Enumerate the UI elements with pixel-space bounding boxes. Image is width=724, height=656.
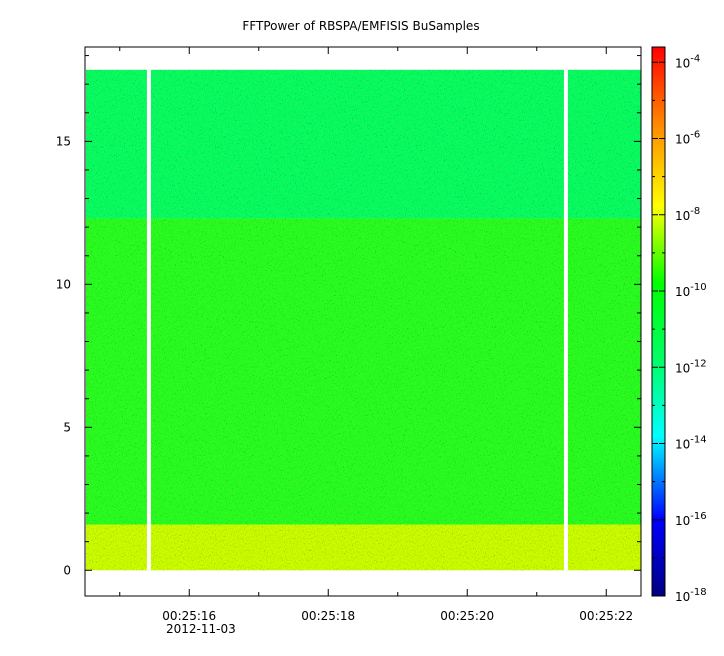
x-tick-label: 00:25:20 <box>440 609 494 623</box>
colorbar-axis: 10-18 10-16 10-14 10-12 10-10 10-8 10-6 10-4 <box>652 53 707 604</box>
plot-frame <box>84 46 642 597</box>
colorbar-tick-label: 10-18 <box>675 587 707 604</box>
colorbar <box>651 46 666 597</box>
colorbar-tick-label: 10-8 <box>675 206 700 223</box>
y-axis: 0 5 10 15 <box>56 55 641 577</box>
y-tick-label: 0 <box>63 563 71 577</box>
colorbar-tick-label: 10-16 <box>675 511 707 528</box>
x-date-label: 2012-11-03 <box>166 622 236 636</box>
colorbar-tick-label: 10-14 <box>675 435 707 452</box>
colorbar-tick-label: 10-10 <box>675 282 707 299</box>
colorbar-tick-label: 10-12 <box>675 358 707 375</box>
colorbar-tick-label: 10-4 <box>675 53 700 70</box>
x-tick-label: 00:25:18 <box>301 609 355 623</box>
x-tick-label: 00:25:22 <box>579 609 633 623</box>
x-axis: 00:25:16 00:25:18 00:25:20 00:25:22 <box>119 47 633 623</box>
y-tick-label: 10 <box>56 277 71 291</box>
colorbar-tick-label: 10-6 <box>675 130 700 147</box>
spectrogram-noise <box>86 69 641 571</box>
plot-area <box>86 69 641 571</box>
chart-title: FFTPower of RBSPA/EMFISIS BuSamples <box>242 19 479 33</box>
data-gap <box>146 69 151 571</box>
y-tick-label: 15 <box>56 134 71 148</box>
y-tick-label: 5 <box>63 420 71 434</box>
x-tick-label: 00:25:16 <box>162 609 216 623</box>
data-gap <box>563 69 568 571</box>
